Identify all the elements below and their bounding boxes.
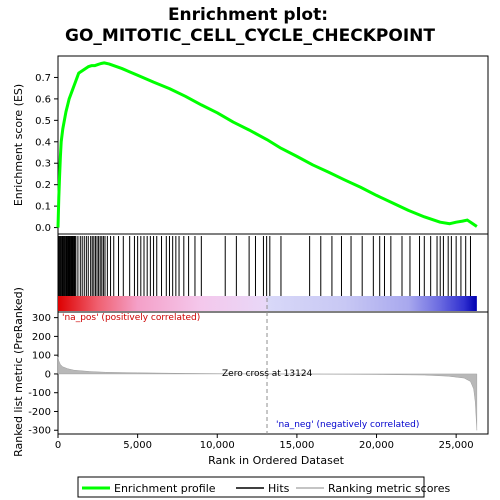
x-tick-label: 5,000: [123, 440, 152, 451]
metric-y-tick-label: 200: [32, 332, 51, 343]
legend-label-hits: Hits: [268, 482, 290, 495]
es-y-tick-label: 0.1: [35, 202, 51, 213]
metric-panel: 300 200 100 0 -100 -200 -300 'na_pos' (positiv…: [12, 287, 489, 457]
legend: Enrichment profile Hits Ranking metric s…: [77, 476, 450, 498]
x-tick-label: 10,000: [200, 440, 235, 451]
hit-lines: [57, 236, 471, 296]
metric-y-tick-label: 100: [32, 351, 51, 362]
negative-correlation-label: 'na_neg' (negatively correlated): [276, 420, 419, 430]
hits-panel: [57, 233, 489, 313]
x-axis-ticks: 0 5,000 10,000 15,000 20,000 25,000: [55, 434, 474, 451]
x-tick-label: 0: [55, 440, 61, 451]
zero-cross-label: Zero cross at 13124: [222, 369, 313, 379]
es-y-tick-label: 0.2: [35, 180, 51, 191]
x-tick-label: 25,000: [439, 440, 474, 451]
legend-frame: [77, 476, 425, 498]
es-y-tick-label: 0.4: [35, 137, 51, 148]
metric-y-tick-label: -300: [28, 426, 51, 437]
metric-y-tick-label: 300: [32, 313, 51, 324]
ranked-list-color-bar: [58, 296, 477, 311]
x-axis-label: Rank in Ordered Dataset: [208, 454, 345, 467]
x-tick-label: 20,000: [359, 440, 394, 451]
metric-y-axis-label: Ranked list metric (PreRanked): [12, 287, 25, 457]
es-y-tick-label: 0.3: [35, 159, 51, 170]
metric-y-ticks: 300 200 100 0 -100 -200 -300: [28, 313, 58, 437]
positive-correlation-label: 'na_pos' (positively correlated): [62, 313, 200, 323]
metric-y-tick-label: -200: [28, 407, 51, 418]
chart-title-line-1: Enrichment plot:: [168, 5, 328, 25]
es-y-tick-label: 0.0: [35, 223, 51, 234]
es-y-tick-label: 0.5: [35, 116, 51, 127]
es-y-axis-label: Enrichment score (ES): [12, 84, 25, 206]
es-panel: 0.0 0.1 0.2 0.3 0.4 0.5 0.6 0.7 Enrichment scor…: [12, 55, 489, 235]
ranking-metric-area: [57, 356, 478, 431]
es-y-ticks: 0.0 0.1 0.2 0.3 0.4 0.5 0.6 0.7: [35, 73, 58, 234]
x-tick-label: 15,000: [279, 440, 314, 451]
chart-title-line-2: GO_MITOTIC_CELL_CYCLE_CHECKPOINT: [65, 26, 435, 46]
es-y-tick-label: 0.6: [35, 94, 51, 105]
enrichment-profile-line: [56, 61, 478, 228]
legend-label-ranking-metric: Ranking metric scores: [328, 482, 450, 495]
metric-y-tick-label: 0: [45, 369, 51, 380]
legend-label-enrichment-profile: Enrichment profile: [114, 482, 216, 495]
es-y-tick-label: 0.7: [35, 73, 51, 84]
metric-y-tick-label: -100: [28, 388, 51, 399]
